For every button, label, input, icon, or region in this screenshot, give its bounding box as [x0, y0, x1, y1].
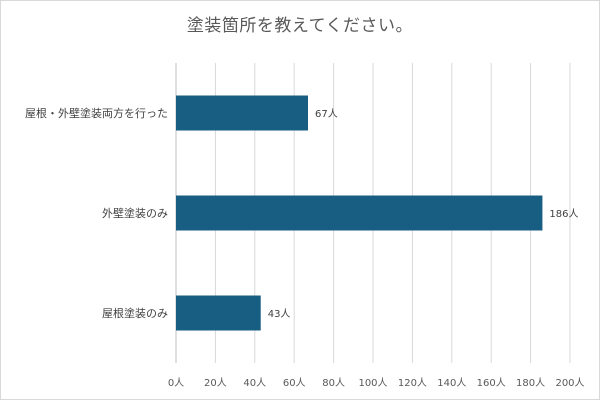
data-label: 67人 — [315, 108, 338, 120]
x-tick-label: 0人 — [168, 377, 184, 389]
bar — [176, 195, 543, 231]
x-tick-label: 200人 — [555, 377, 584, 389]
x-tick-label: 120人 — [398, 377, 427, 389]
bar — [176, 95, 308, 131]
x-tick-label: 160人 — [477, 377, 506, 389]
data-label: 186人 — [549, 208, 578, 220]
category-label: 屋根塗装のみ — [102, 306, 168, 320]
x-tick-label: 100人 — [358, 377, 387, 389]
bar — [176, 295, 261, 331]
x-tick-label: 140人 — [437, 377, 466, 389]
x-tick-label: 80人 — [322, 377, 345, 389]
x-tick-label: 40人 — [243, 377, 266, 389]
x-tick-label: 20人 — [204, 377, 227, 389]
data-label: 43人 — [268, 308, 291, 320]
category-label: 屋根・外壁塗装両方を行った — [25, 106, 168, 120]
chart-title: 塗装箇所を教えてください。 — [186, 16, 414, 36]
x-tick-label: 60人 — [283, 377, 306, 389]
category-label: 外壁塗装のみ — [102, 206, 168, 220]
x-tick-label: 180人 — [516, 377, 545, 389]
